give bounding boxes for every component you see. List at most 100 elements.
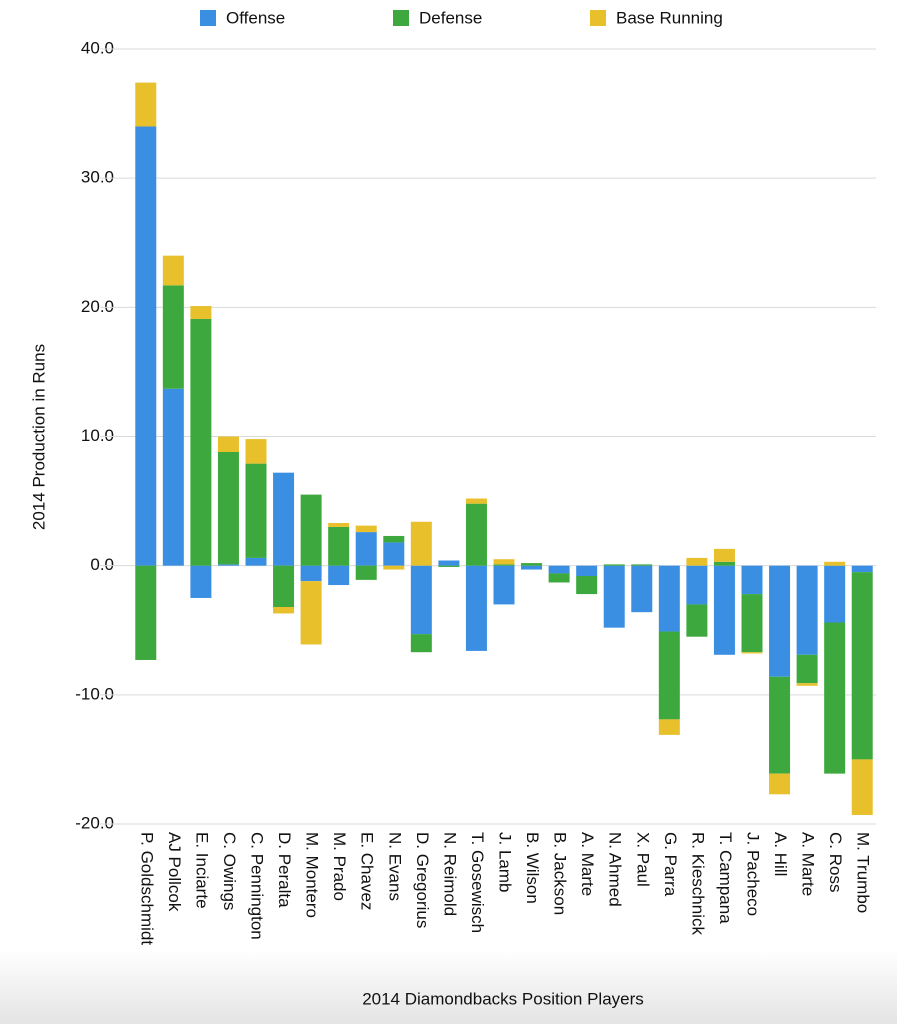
bar-segment (355, 532, 377, 566)
bar-segment (190, 306, 212, 319)
bar-segment (851, 565, 873, 573)
y-axis-title: 2014 Production in Runs (29, 344, 48, 530)
bar-segment (410, 634, 432, 653)
bar-segment (576, 565, 598, 576)
bar-segment (217, 564, 239, 566)
bar-segment (548, 573, 570, 583)
bar-segment (328, 526, 350, 566)
x-tick-label: T. Gosewisch (468, 832, 487, 933)
bar-segment (135, 126, 157, 566)
bar-segment (741, 565, 763, 595)
bar-segment (273, 607, 295, 614)
bar-segment (686, 604, 708, 637)
bar-segment (631, 565, 653, 613)
bar-segment (769, 676, 791, 774)
bar-segment (410, 521, 432, 566)
bar-segment (521, 563, 543, 566)
bar-segment (245, 439, 267, 464)
legend-swatch (590, 10, 606, 26)
bar-segment (713, 548, 735, 562)
bar-segment (686, 557, 708, 566)
x-tick-label: B. Wilson (523, 832, 542, 904)
bar-segment (162, 255, 184, 286)
bar-segment (273, 472, 295, 566)
bar-segment (328, 523, 350, 527)
bar-segment (851, 759, 873, 815)
bar-segment (603, 565, 625, 628)
legend-label: Base Running (616, 8, 723, 27)
x-tick-label: X. Paul (633, 832, 652, 887)
x-tick-label: E. Chavez (358, 832, 377, 910)
bar-segment (824, 622, 846, 774)
y-tick-label: 0.0 (90, 555, 114, 574)
bar-segment (658, 631, 680, 720)
bar-segment (300, 581, 322, 645)
x-tick-label: A. Marte (799, 832, 818, 896)
bar-segment (383, 535, 405, 543)
x-tick-label: C. Pennington (248, 832, 267, 940)
x-tick-label: M. Montero (303, 832, 322, 918)
bar-segment (465, 498, 487, 504)
x-tick-label: R. Kieschnick (688, 832, 707, 935)
bar-segment (410, 565, 432, 635)
x-tick-label: P. Goldschmidt (137, 832, 156, 945)
bar-segment (741, 652, 763, 654)
bar-segment (769, 565, 791, 677)
bar-segment (217, 436, 239, 452)
legend-label: Defense (419, 8, 482, 27)
x-tick-label: D. Peralta (275, 832, 294, 908)
bar-segment (796, 654, 818, 684)
bar-segment (135, 565, 157, 660)
bar-segment (493, 564, 515, 566)
x-tick-label: J. Pacheco (744, 832, 763, 916)
bar-segment (686, 565, 708, 605)
bar-segment (824, 565, 846, 623)
x-tick-label: M. Prado (330, 832, 349, 901)
bar-segment (521, 565, 543, 570)
x-tick-label: A. Marte (578, 832, 597, 896)
x-tick-label: J. Lamb (496, 832, 515, 892)
bar-segment (796, 565, 818, 655)
bar-segment (217, 452, 239, 565)
background-floor (0, 950, 897, 1024)
bar-segment (851, 572, 873, 760)
bar-segment (328, 565, 350, 586)
x-tick-label: T. Campana (716, 832, 735, 924)
x-tick-label: D. Gregorius (413, 832, 432, 928)
y-tick-label: -20.0 (75, 813, 114, 832)
x-tick-label: N. Ahmed (606, 832, 625, 907)
x-tick-label: N. Evans (385, 832, 404, 901)
bar-segment (300, 494, 322, 566)
bar-segment (190, 318, 212, 566)
legend-swatch (200, 10, 216, 26)
bar-segment (465, 565, 487, 651)
bar-segment (355, 525, 377, 533)
y-tick-label: 40.0 (81, 38, 114, 57)
bar-segment (355, 565, 377, 580)
bar-segment (713, 565, 735, 655)
x-axis-title: 2014 Diamondbacks Position Players (362, 989, 644, 1008)
x-tick-label: N. Reimold (440, 832, 459, 916)
bar-segment (631, 564, 653, 566)
bar-segment (135, 82, 157, 127)
bar-segment (576, 576, 598, 595)
bar-segment (713, 561, 735, 566)
bar-segment (438, 560, 460, 566)
bar-segment (658, 565, 680, 632)
x-tick-label: AJ Pollcok (165, 832, 184, 912)
bar-segment (162, 285, 184, 389)
bar-segment (300, 565, 322, 582)
bar-segment (769, 773, 791, 795)
bar-segment (383, 542, 405, 566)
bar-segment (245, 463, 267, 558)
legend-label: Offense (226, 8, 285, 27)
x-tick-label: A. Hill (771, 832, 790, 876)
x-tick-label: B. Jackson (551, 832, 570, 915)
x-tick-label: G. Parra (661, 832, 680, 897)
bar-segment (162, 388, 184, 566)
bar-segment (190, 565, 212, 598)
legend-swatch (393, 10, 409, 26)
x-tick-label: C. Owings (220, 832, 239, 910)
y-tick-label: 10.0 (81, 426, 114, 445)
